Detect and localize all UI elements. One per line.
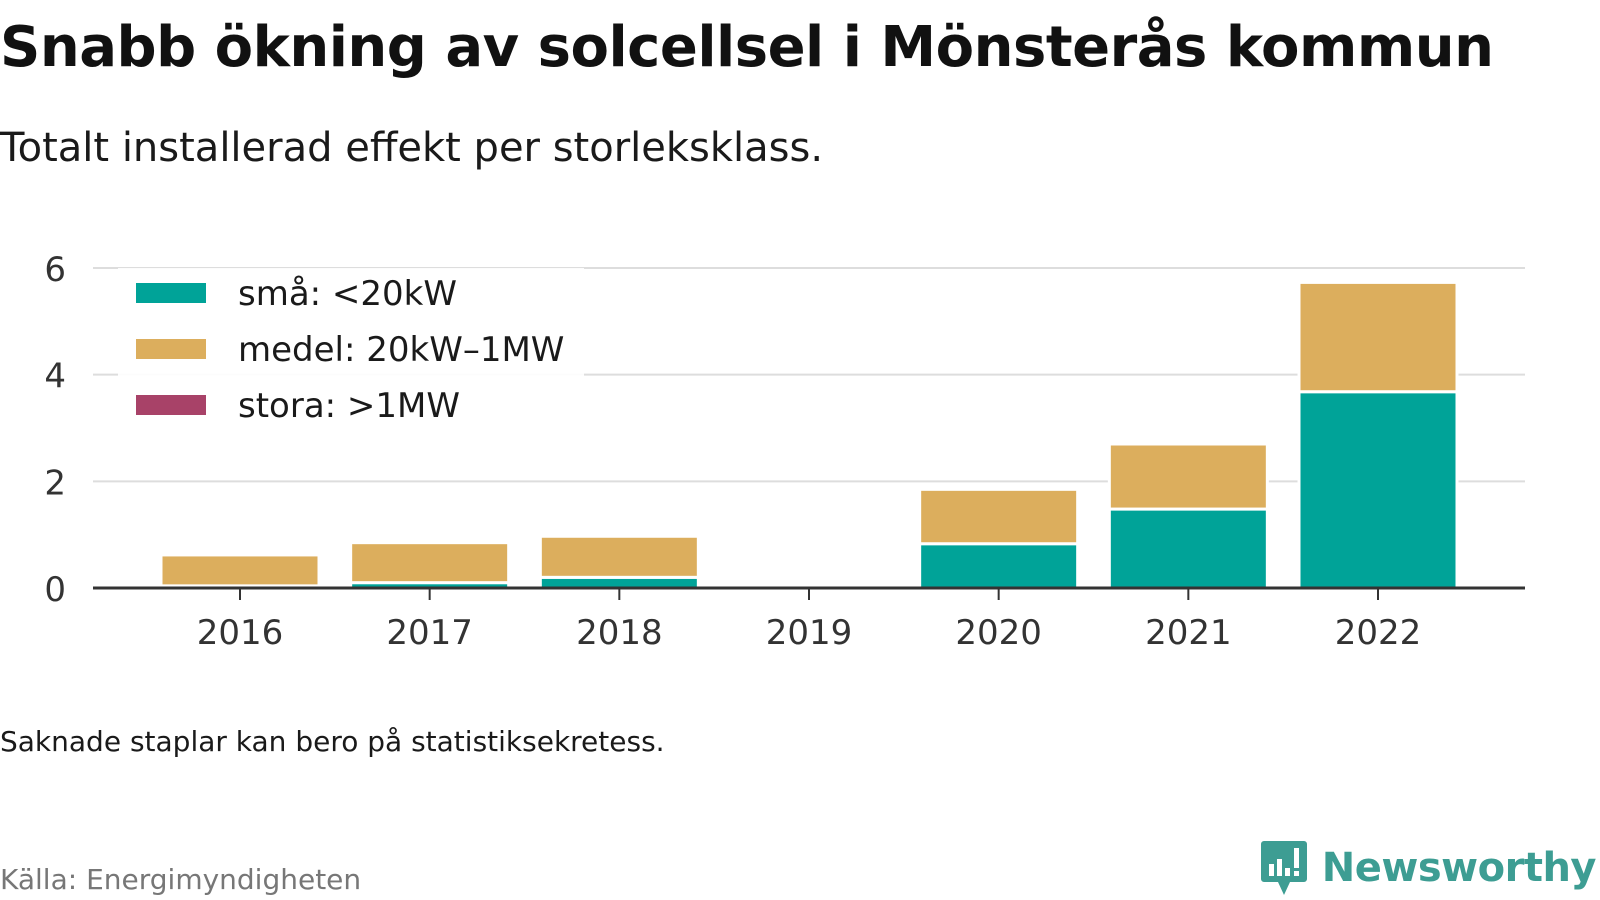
legend-swatch [136,283,206,303]
x-tick-label: 2018 [576,613,663,653]
axes: 0 2 4 6 2016 2017 2018 2019 2020 2021 2022 [44,250,1525,653]
bar-segment [349,541,511,585]
brand-name: Newsworthy [1321,845,1597,891]
newsworthy-logo-icon [1260,841,1307,895]
bar-segment [918,487,1080,546]
bar-segment [1107,442,1269,511]
x-tick-label: 2020 [955,613,1042,653]
legend-label: stora: >1MW [238,386,460,426]
x-tick-label: 2016 [197,613,284,653]
legend-label: medel: 20kW–1MW [238,330,564,370]
legend: små: <20kW medel: 20kW–1MW stora: >1MW [118,268,584,436]
x-tick-label: 2019 [766,613,853,653]
bar-segment [918,542,1080,590]
legend-label: små: <20kW [238,274,457,314]
chart-title: Snabb ökning av solcellsel i Mönsterås k… [0,15,1494,80]
bar-segment [1297,280,1459,394]
y-tick-label: 2 [44,463,66,503]
y-tick-label: 6 [44,250,66,290]
bar-segment [538,575,700,590]
y-tick-label: 4 [44,357,66,397]
x-tick-label: 2022 [1335,613,1422,653]
y-tick-label: 0 [44,570,66,610]
bar-segment [538,534,700,579]
bar-segment [159,553,321,588]
source-credit: Källa: Energimyndigheten [0,863,362,896]
chart-subtitle: Totalt installerad effekt per storlekskl… [0,125,824,171]
bar-segment [1107,507,1269,590]
legend-swatch [136,339,206,359]
x-tick-label: 2021 [1145,613,1232,653]
bars [159,280,1459,590]
legend-swatch [136,395,206,415]
x-tick-label: 2017 [386,613,473,653]
chart-note: Saknade staplar kan bero på statistiksek… [0,725,665,758]
stacked-bar-chart: 0 2 4 6 2016 2017 2018 2019 2020 2021 2022 små: <2… [44,250,1525,653]
bar-segment [1297,390,1459,590]
brand-logo: Newsworthy [1260,840,1597,896]
